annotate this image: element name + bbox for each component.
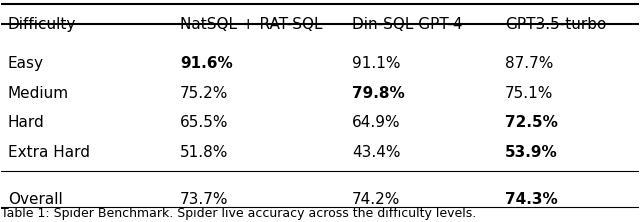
Text: 72.5%: 72.5% bbox=[505, 115, 557, 130]
Text: 64.9%: 64.9% bbox=[352, 115, 401, 130]
Text: Din-SQL GPT-4: Din-SQL GPT-4 bbox=[352, 17, 462, 32]
Text: Medium: Medium bbox=[8, 86, 69, 101]
Text: Table 1: Spider Benchmark. Spider live accuracy across the difficulty levels.: Table 1: Spider Benchmark. Spider live a… bbox=[1, 206, 477, 220]
Text: Difficulty: Difficulty bbox=[8, 17, 76, 32]
Text: NatSQL + RAT-SQL: NatSQL + RAT-SQL bbox=[180, 17, 323, 32]
Text: Overall: Overall bbox=[8, 192, 63, 207]
Text: 91.1%: 91.1% bbox=[352, 56, 401, 71]
Text: 87.7%: 87.7% bbox=[505, 56, 553, 71]
Text: 43.4%: 43.4% bbox=[352, 145, 401, 160]
Text: 79.8%: 79.8% bbox=[352, 86, 404, 101]
Text: 75.1%: 75.1% bbox=[505, 86, 553, 101]
Text: 73.7%: 73.7% bbox=[180, 192, 228, 207]
Text: 53.9%: 53.9% bbox=[505, 145, 557, 160]
Text: Extra Hard: Extra Hard bbox=[8, 145, 90, 160]
Text: 74.2%: 74.2% bbox=[352, 192, 400, 207]
Text: Easy: Easy bbox=[8, 56, 44, 71]
Text: 74.3%: 74.3% bbox=[505, 192, 557, 207]
Text: Hard: Hard bbox=[8, 115, 45, 130]
Text: GPT3.5-turbo: GPT3.5-turbo bbox=[505, 17, 606, 32]
Text: 91.6%: 91.6% bbox=[180, 56, 232, 71]
Text: 75.2%: 75.2% bbox=[180, 86, 228, 101]
Text: 51.8%: 51.8% bbox=[180, 145, 228, 160]
Text: 65.5%: 65.5% bbox=[180, 115, 228, 130]
